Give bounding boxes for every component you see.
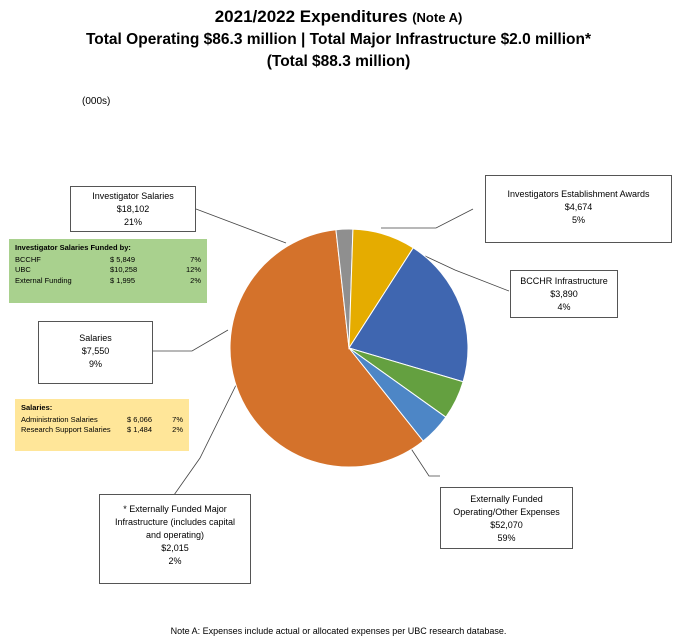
breakdown-heading: Salaries: (21, 403, 53, 412)
callout-label: * Externally Funded Major (123, 504, 227, 514)
callout-label: and operating) (145, 530, 205, 540)
callout-value: $18,102 (116, 204, 150, 214)
callout-major-infrastructure: * Externally Funded Major Infrastructure… (99, 494, 251, 584)
callout-label: Externally Funded (470, 494, 543, 504)
callout-percent: 9% (88, 359, 102, 369)
leader-line-5 (409, 446, 440, 477)
callout-label: Salaries (79, 333, 112, 343)
breakdown-amount: $ 6,066 (127, 414, 153, 424)
breakdown-pct: 7% (190, 254, 201, 264)
breakdown-name: Administration Salaries (21, 414, 98, 424)
title-note: (Note A) (412, 10, 463, 25)
callout-percent: 59% (497, 533, 516, 543)
callout-label: Infrastructure (includes capital (114, 517, 236, 527)
breakdown-pct: 7% (172, 414, 183, 424)
callout-value: $3,890 (550, 289, 578, 299)
pie-slice-5 (348, 347, 447, 442)
callout-label: Investigators Establishment Awards (507, 189, 650, 199)
callout-percent: 21% (123, 217, 142, 227)
callout-label: Operating/Other Expenses (453, 507, 560, 517)
breakdown-row: External Funding $ 1,995 2% (15, 276, 201, 287)
callout-operating-expenses: Externally Funded Operating/Other Expens… (440, 487, 573, 549)
callout-salaries: Salaries $7,550 9% (38, 321, 153, 384)
callout-investigator-salaries: Investigator Salaries $18,102 21% (70, 186, 196, 232)
callout-value: $2,015 (161, 543, 189, 553)
callout-value: $4,674 (564, 202, 593, 212)
pie-slices (229, 228, 469, 468)
breakdown-amount: $10,258 (110, 265, 138, 274)
breakdown-name: Research Support Salaries (21, 425, 111, 434)
title-line-2: Total Operating $86.3 million | Total Ma… (85, 31, 592, 48)
leader-line-3 (153, 329, 229, 352)
pie-slice-3 (348, 247, 469, 383)
callout-percent: 4% (557, 302, 571, 312)
title-line-1: 2021/2022 Expenditures (214, 7, 408, 26)
breakdown-name: BCCHF (15, 254, 41, 264)
callout-bcchr-infrastructure: BCCHR Infrastructure $3,890 4% (510, 270, 618, 318)
footnote: Note A: Expenses include actual or alloc… (170, 626, 507, 636)
breakdown-amount: $ 5,849 (110, 254, 136, 264)
breakdown-amount: $ 1,995 (110, 275, 136, 285)
callout-value: $52,070 (490, 520, 523, 530)
leader-line-0 (195, 208, 287, 244)
leader-lines (153, 208, 510, 496)
breakdown-name: External Funding (15, 275, 72, 285)
leader-line-4 (173, 374, 242, 496)
breakdown-amount: $ 1,484 (127, 425, 153, 434)
units-label: (000s) (82, 96, 111, 107)
callout-percent: 5% (571, 215, 585, 225)
breakdown-pct: 2% (190, 275, 201, 285)
title-line-3: (Total $88.3 million) (266, 53, 411, 70)
callout-percent: 2% (168, 556, 182, 566)
leader-line-2 (424, 255, 510, 292)
callout-label: Investigator Salaries (92, 191, 174, 201)
callout-value: $7,550 (81, 346, 110, 356)
breakdown-name: UBC (15, 265, 31, 274)
investigator-salaries-breakdown: Investigator Salaries Funded by: BCCHF $… (9, 239, 207, 303)
breakdown-row: Research Support Salaries $ 1,484 2% (21, 425, 183, 436)
salaries-breakdown: Salaries: Administration Salaries $ 6,06… (15, 399, 189, 451)
pie-slice-0 (229, 229, 424, 468)
breakdown-row: UBC $10,258 12% (15, 265, 201, 276)
callout-label: BCCHR Infrastructure (520, 276, 608, 286)
breakdown-row: Administration Salaries $ 6,066 7% (21, 415, 183, 426)
breakdown-pct: 2% (172, 425, 183, 434)
breakdown-heading: Investigator Salaries Funded by: (15, 243, 131, 252)
chart-title: 2021/2022 Expenditures (Note A) Total Op… (0, 6, 677, 73)
callout-establishment-awards: Investigators Establishment Awards $4,67… (485, 175, 672, 243)
leader-line-1 (381, 208, 474, 229)
breakdown-row: BCCHF $ 5,849 7% (15, 255, 201, 266)
breakdown-pct: 12% (185, 265, 201, 274)
